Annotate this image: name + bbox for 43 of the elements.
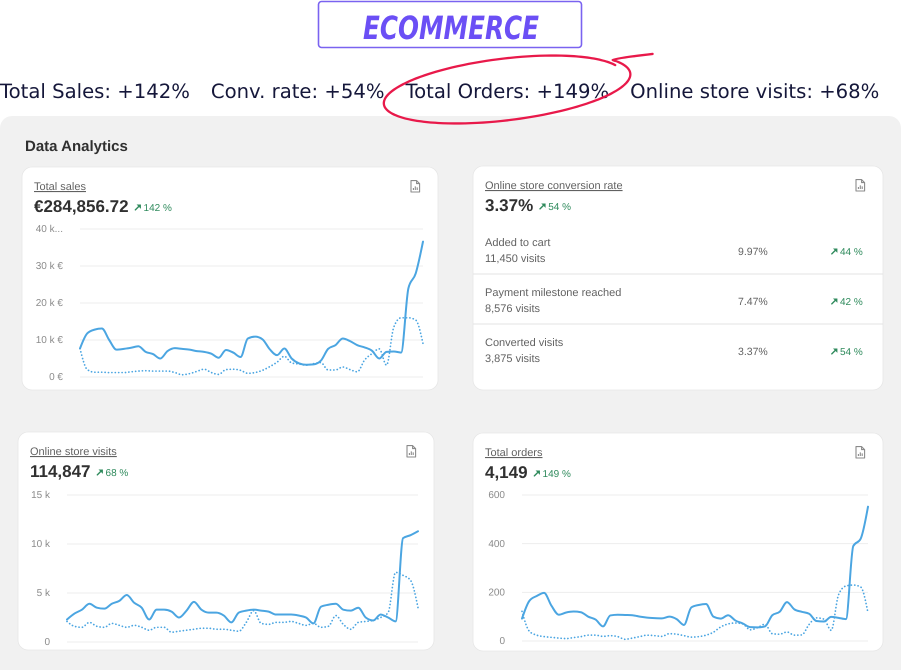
y-tick-label: 400 [488,538,506,550]
y-tick-label: 5 k [36,588,51,600]
y-tick-label: 20 k € [36,298,64,310]
text: 3,875 visits [485,353,541,365]
y-tick-label: 30 k € [36,261,64,272]
y-tick-label: 10 k [31,539,51,550]
text: 11,450 visits [485,253,546,265]
y-tick-label: 600 [488,490,506,502]
chart-title: Total sales [34,181,86,193]
text: Payment milestone reached [485,287,622,299]
text: 9.97% [738,246,768,258]
text: ECOMMERCE [363,8,540,47]
text: 44 % [840,247,863,258]
text: Total Orders: +149% [404,80,610,103]
text: 54 % [548,202,572,213]
text: 8,576 visits [485,303,541,315]
text: 68 % [106,468,128,479]
y-tick-label: 15 k [31,490,51,502]
chart-title: Total orders [485,447,543,459]
y-tick-label: 10 k € [36,335,64,346]
chart-subtitle: 4,149 [485,463,528,482]
text: Added to cart [485,237,550,249]
y-tick-label: 0 [44,637,50,648]
chart-subtitle: €284,856.72 [34,197,129,216]
y-tick-label: 0 [499,636,506,648]
text: Online store conversion rate [485,180,623,192]
text: 3.37% [738,346,768,358]
text: 54 % [840,347,863,358]
text: Conv. rate: +54% [210,80,384,103]
text: 3.37% [485,196,534,215]
text: Online store visits: +68% [630,80,880,103]
text: Data Analytics [25,138,128,155]
chart-subtitle: 114,847 [30,462,91,481]
text: Converted visits [485,337,564,349]
y-tick-label: 200 [488,588,506,599]
text: 149 % [542,469,572,480]
y-tick-label: 0 € [49,372,64,384]
text: 142 % [144,203,172,214]
chart-title: Online store visits [30,446,118,458]
text: 42 % [840,297,863,308]
text: Total Sales: +142% [0,80,190,103]
text: 7.47% [738,296,768,308]
y-tick-label: 40 k... [36,224,63,236]
